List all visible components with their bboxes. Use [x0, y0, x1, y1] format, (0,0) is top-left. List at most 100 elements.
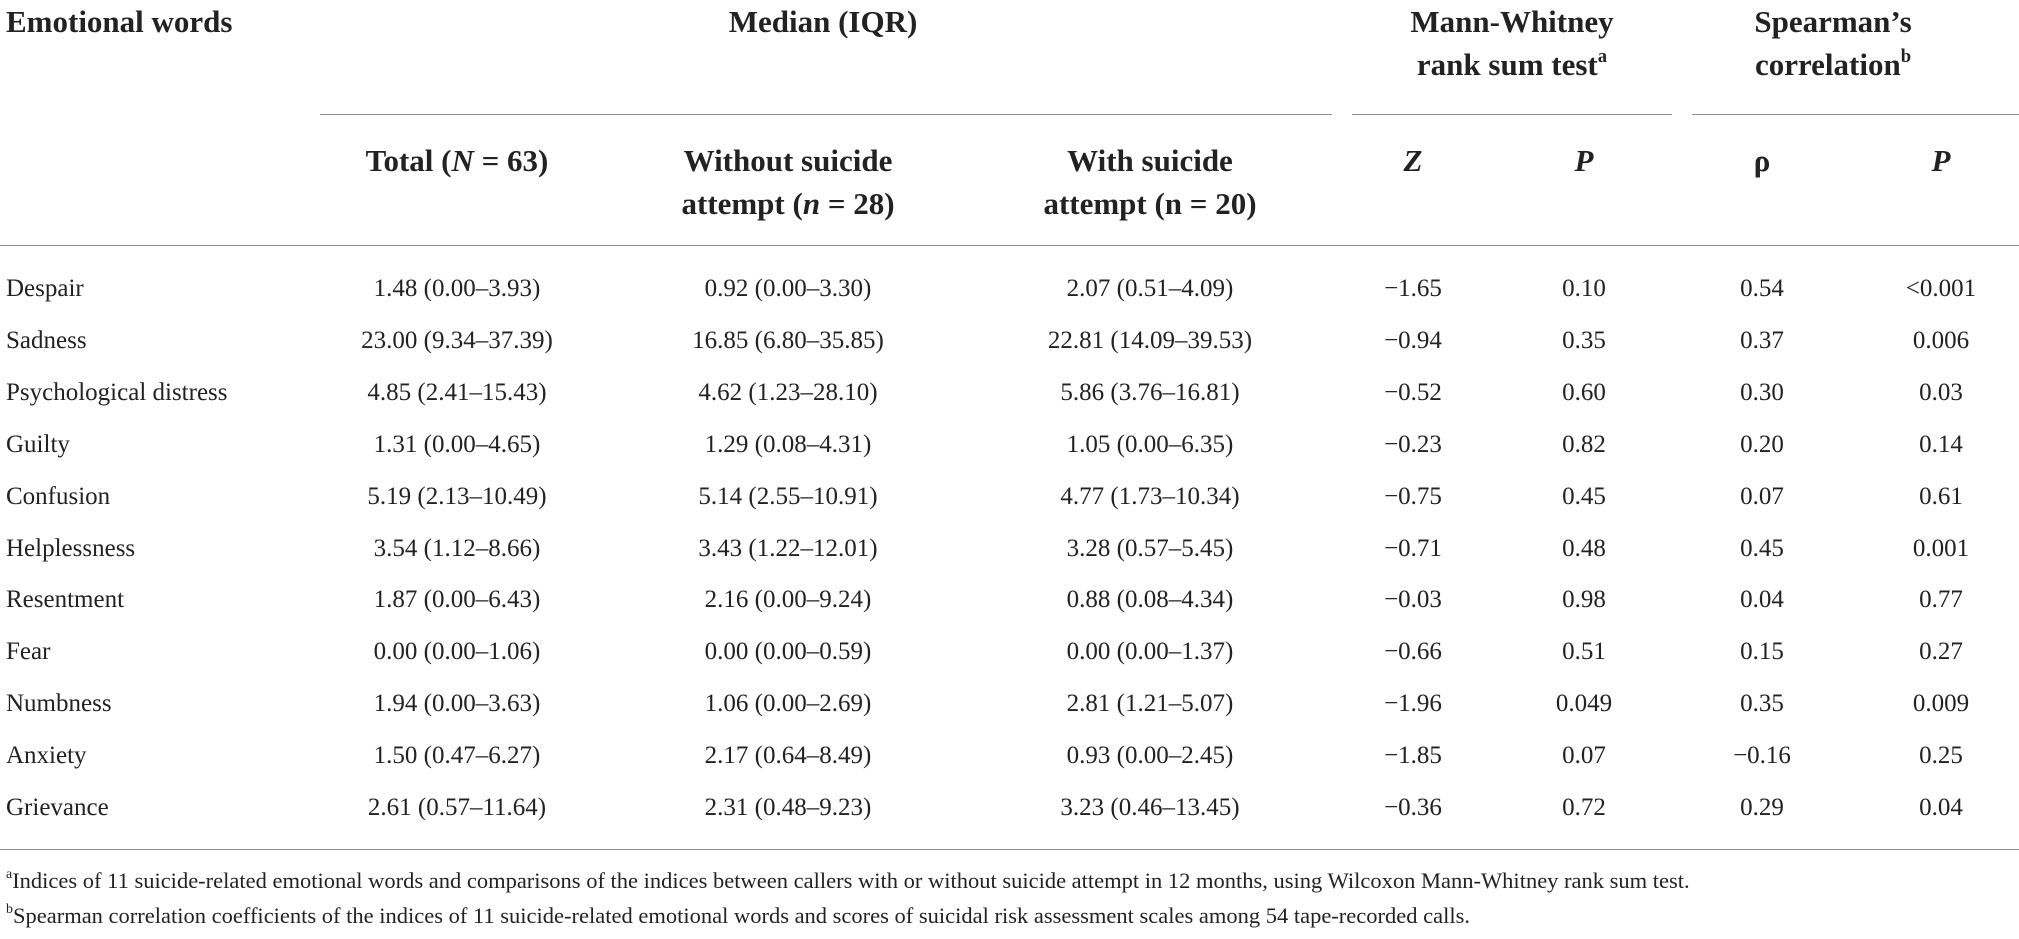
cell-rho: 0.30 — [1740, 378, 1784, 406]
cell-spearman-p: 0.61 — [1919, 482, 1963, 510]
cell-without: 3.43 (1.22–12.01) — [698, 534, 878, 562]
cell-p: 0.07 — [1562, 742, 1606, 770]
cell-total: 1.94 (0.00–3.63) — [373, 690, 541, 718]
cell-word: Guilty — [6, 430, 70, 458]
subheader-rho: ρ — [1753, 143, 1771, 178]
subheader-without-post: = 28) — [820, 186, 895, 221]
cell-p: 0.10 — [1562, 275, 1606, 302]
cell-spearman-p: 0.77 — [1919, 586, 1963, 614]
cell-with: 3.28 (0.57–5.45) — [1066, 534, 1234, 562]
subheader-total-pre: Total ( — [365, 143, 452, 178]
cell-z: −1.65 — [1384, 275, 1442, 302]
cell-rho: 0.07 — [1740, 482, 1784, 510]
cell-without: 5.14 (2.55–10.91) — [698, 482, 878, 510]
cell-rho: 0.37 — [1740, 326, 1784, 354]
header-spearman-line2: correlationb — [1754, 43, 1911, 86]
cell-p: 0.35 — [1562, 326, 1606, 354]
cell-z: −0.71 — [1384, 534, 1442, 562]
cell-word: Resentment — [6, 586, 125, 614]
mann-whitney-group-rule — [1352, 114, 1672, 116]
cell-word: Numbness — [6, 690, 112, 718]
cell-p: 0.48 — [1562, 534, 1606, 562]
cell-rho: 0.29 — [1740, 794, 1784, 821]
cell-z: −0.75 — [1384, 482, 1442, 510]
cell-total: 1.50 (0.47–6.27) — [373, 742, 541, 770]
spearman-group-rule — [1692, 114, 2019, 116]
cell-p: 0.51 — [1562, 638, 1606, 666]
cell-with: 22.81 (14.09–39.53) — [1047, 326, 1253, 354]
cell-word: Fear — [6, 638, 51, 666]
header-spearman-line1: Spearman’s — [1754, 4, 1912, 39]
subheader-total: Total (N = 63) — [366, 139, 549, 182]
header-spearman-text: correlation — [1754, 47, 1901, 82]
cell-rho: −0.16 — [1733, 742, 1791, 770]
header-mann-whitney-line2: rank sum testa — [1410, 43, 1613, 86]
cell-total: 3.54 (1.12–8.66) — [373, 534, 541, 562]
cell-z: −0.52 — [1384, 378, 1442, 406]
cell-word: Psychological distress — [6, 378, 228, 406]
median-group-rule — [320, 114, 1332, 116]
cell-rho: 0.54 — [1740, 275, 1784, 302]
cell-without: 16.85 (6.80–35.85) — [692, 326, 884, 354]
cell-spearman-p: 0.001 — [1912, 534, 1970, 562]
cell-word: Sadness — [6, 326, 87, 354]
subheader-p-spearman-text: P — [1931, 143, 1951, 178]
cell-p: 0.60 — [1562, 378, 1606, 406]
cell-word: Grievance — [6, 794, 109, 821]
cell-without: 2.31 (0.48–9.23) — [704, 794, 872, 821]
cell-word: Confusion — [6, 482, 111, 510]
subheader-p-spearman: P — [1932, 139, 1951, 182]
cell-without: 0.00 (0.00–0.59) — [704, 638, 872, 666]
cell-rho: 0.15 — [1740, 638, 1784, 666]
subheader-with-suicide-attempt: With suicide attempt (n = 20) — [1043, 139, 1256, 225]
cell-spearman-p: 0.03 — [1919, 378, 1963, 406]
footnote-b-mark: b — [6, 902, 13, 918]
cell-with: 2.07 (0.51–4.09) — [1066, 275, 1234, 302]
subheader-without-pre: attempt ( — [681, 186, 803, 221]
cell-with: 0.88 (0.08–4.34) — [1066, 586, 1234, 614]
cell-without: 4.62 (1.23–28.10) — [698, 378, 878, 406]
footnote-marker-b: b — [1900, 45, 1912, 67]
subheader-p-mw: P — [1575, 139, 1594, 182]
header-mann-whitney-line1: Mann-Whitney — [1410, 4, 1614, 39]
subheader-z: Z — [1404, 139, 1423, 182]
cell-without: 2.17 (0.64–8.49) — [704, 742, 872, 770]
footnote-b: bSpearman correlation coefficients of th… — [6, 902, 1470, 930]
cell-with: 0.00 (0.00–1.37) — [1066, 638, 1234, 666]
cell-z: −1.85 — [1384, 742, 1442, 770]
subheader-total-var: N — [451, 143, 474, 178]
header-mann-whitney-text: rank sum test — [1416, 47, 1598, 82]
header-emotional-words: Emotional words — [6, 4, 233, 39]
footnote-marker-a: a — [1597, 45, 1608, 67]
cell-total: 1.31 (0.00–4.65) — [373, 430, 541, 458]
subheader-without-suicide-attempt: Without suicide attempt (n = 28) — [681, 139, 894, 225]
subheader-total-post: = 63) — [473, 143, 549, 178]
subheader-without-var: n — [802, 186, 821, 221]
cell-with: 3.23 (0.46–13.45) — [1060, 794, 1240, 821]
cell-spearman-p: 0.009 — [1912, 690, 1970, 718]
cell-rho: 0.04 — [1740, 586, 1784, 614]
cell-z: −0.03 — [1384, 586, 1442, 614]
header-median-iqr: Median (IQR) — [728, 4, 918, 39]
cell-with: 2.81 (1.21–5.07) — [1066, 690, 1234, 718]
subheader-without-line1: Without suicide — [683, 143, 893, 178]
cell-total: 5.19 (2.13–10.49) — [367, 482, 547, 510]
cell-z: −0.36 — [1384, 794, 1442, 821]
table-bottom-rule — [0, 849, 2019, 851]
cell-total: 2.61 (0.57–11.64) — [367, 794, 547, 821]
cell-p: 0.98 — [1562, 586, 1606, 614]
cell-word: Helplessness — [6, 534, 136, 562]
cell-without: 1.29 (0.08–4.31) — [704, 430, 872, 458]
cell-with: 5.86 (3.76–16.81) — [1060, 378, 1240, 406]
cell-without: 2.16 (0.00–9.24) — [704, 586, 872, 614]
cell-total: 0.00 (0.00–1.06) — [373, 638, 541, 666]
cell-word: Despair — [6, 275, 84, 302]
cell-p: 0.82 — [1562, 430, 1606, 458]
cell-total: 1.87 (0.00–6.43) — [373, 586, 541, 614]
cell-with: 0.93 (0.00–2.45) — [1066, 742, 1234, 770]
cell-without: 0.92 (0.00–3.30) — [704, 275, 872, 302]
cell-spearman-p: 0.14 — [1919, 430, 1963, 458]
header-mann-whitney: Mann-Whitney rank sum testa — [1410, 0, 1613, 86]
cell-spearman-p: 0.04 — [1919, 794, 1963, 821]
footnote-a-mark: a — [6, 867, 13, 883]
